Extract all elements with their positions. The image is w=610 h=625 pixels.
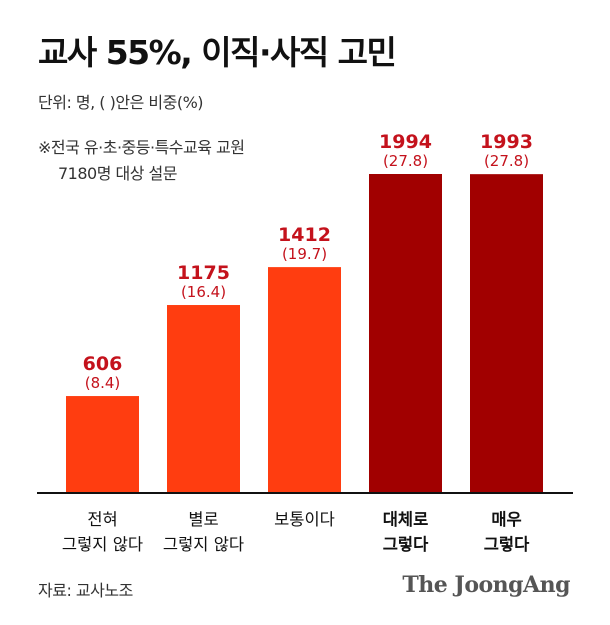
category-label-2-line-1: 별로: [188, 510, 218, 529]
bar-2: [167, 305, 240, 493]
bar-4: [369, 174, 442, 493]
chart-title: 교사 55%, 이직·사직 고민: [38, 33, 397, 72]
survey-note-line-1: ※전국 유·초·중등·특수교육 교원: [38, 138, 245, 157]
value-label-4: 1994: [379, 131, 432, 153]
value-label-3: 1412: [278, 224, 331, 246]
category-label-3-line-1: 보통이다: [274, 510, 335, 529]
category-label-4-line-1: 대체로: [383, 510, 429, 529]
category-label-5-line-2: 그렇다: [484, 535, 530, 554]
brand-logo: The JoongAng: [402, 572, 570, 598]
unit-note: 단위: 명, ( )안은 비중(%): [38, 93, 204, 112]
category-label-1-line-1: 전혀: [87, 510, 117, 529]
share-label-4: (27.8): [383, 152, 428, 170]
source-note: 자료: 교사노조: [38, 581, 133, 600]
category-label-4-line-2: 그렇다: [383, 535, 429, 554]
value-label-5: 1993: [480, 131, 533, 153]
bar-1: [66, 396, 139, 493]
share-label-2: (16.4): [181, 283, 226, 301]
share-label-1: (8.4): [85, 374, 121, 392]
share-label-5: (27.8): [484, 152, 529, 170]
bar-5: [470, 174, 543, 493]
survey-note: ※전국 유·초·중등·특수교육 교원 7180명 대상 설문: [38, 135, 245, 187]
value-label-2: 1175: [177, 262, 230, 284]
value-label-1: 606: [83, 353, 123, 375]
share-label-3: (19.7): [282, 245, 327, 263]
category-label-1-line-2: 그렇지 않다: [62, 535, 143, 554]
bar-3: [268, 267, 341, 493]
category-label-2-line-2: 그렇지 않다: [163, 535, 244, 554]
category-label-5-line-1: 매우: [491, 510, 521, 529]
survey-note-line-2: 7180명 대상 설문: [58, 164, 178, 183]
